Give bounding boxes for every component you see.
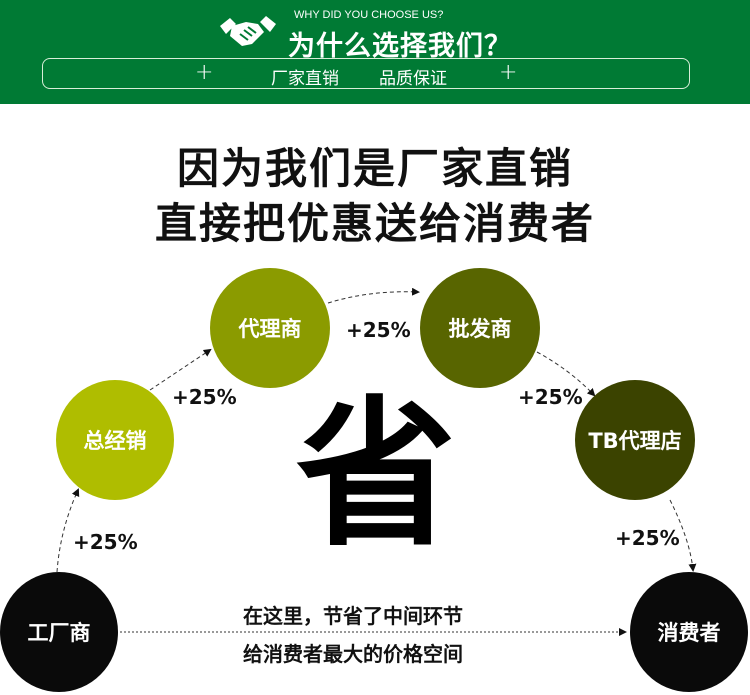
plus-icon: + bbox=[499, 60, 518, 85]
arrow bbox=[536, 351, 596, 397]
markup-label: +25% bbox=[73, 530, 138, 554]
header-subtitle: WHY DID YOU CHOOSE US? bbox=[294, 9, 444, 21]
handshake-icon bbox=[220, 16, 276, 46]
node-consumer: 消费者 bbox=[630, 572, 748, 692]
save-character: 省 bbox=[296, 381, 457, 568]
headline-line2: 直接把优惠送给消费者 bbox=[154, 199, 595, 248]
message-line2: 给消费者最大的价格空间 bbox=[243, 642, 463, 666]
node-label: 工厂商 bbox=[27, 621, 91, 645]
arrow bbox=[149, 348, 212, 391]
arrow bbox=[327, 287, 420, 304]
node-general-distributor: 总经销 bbox=[56, 380, 174, 500]
header-title: 为什么选择我们？ bbox=[288, 31, 512, 62]
node-label: 代理商 bbox=[238, 317, 302, 341]
node-label: TB代理店 bbox=[588, 429, 682, 453]
tagline-right: 品质保证 bbox=[379, 69, 447, 89]
arrow bbox=[669, 499, 697, 572]
node-label: 批发商 bbox=[448, 317, 512, 341]
tagline-left: 厂家直销 bbox=[271, 69, 339, 89]
markup-label: +25% bbox=[346, 318, 411, 342]
headline-line1: 因为我们是厂家直销 bbox=[176, 144, 573, 193]
plus-icon: + bbox=[195, 60, 214, 85]
message-line1: 在这里，节省了中间环节 bbox=[243, 604, 463, 628]
arrow bbox=[56, 488, 80, 573]
tagline-bar: + 厂家直销 品质保证 + bbox=[42, 58, 690, 89]
node-factory: 工厂商 bbox=[0, 572, 118, 692]
markup-label: +25% bbox=[172, 385, 237, 409]
node-label: 消费者 bbox=[657, 621, 721, 645]
markup-label: +25% bbox=[615, 526, 680, 550]
markup-label: +25% bbox=[518, 385, 583, 409]
node-label: 总经销 bbox=[83, 429, 147, 453]
header-banner: WHY DID YOU CHOOSE US? 为什么选择我们？ + 厂家直销 品… bbox=[0, 0, 750, 104]
node-wholesaler: 批发商 bbox=[420, 268, 540, 388]
node-tb-store: TB代理店 bbox=[575, 380, 695, 500]
node-agent: 代理商 bbox=[210, 268, 330, 388]
